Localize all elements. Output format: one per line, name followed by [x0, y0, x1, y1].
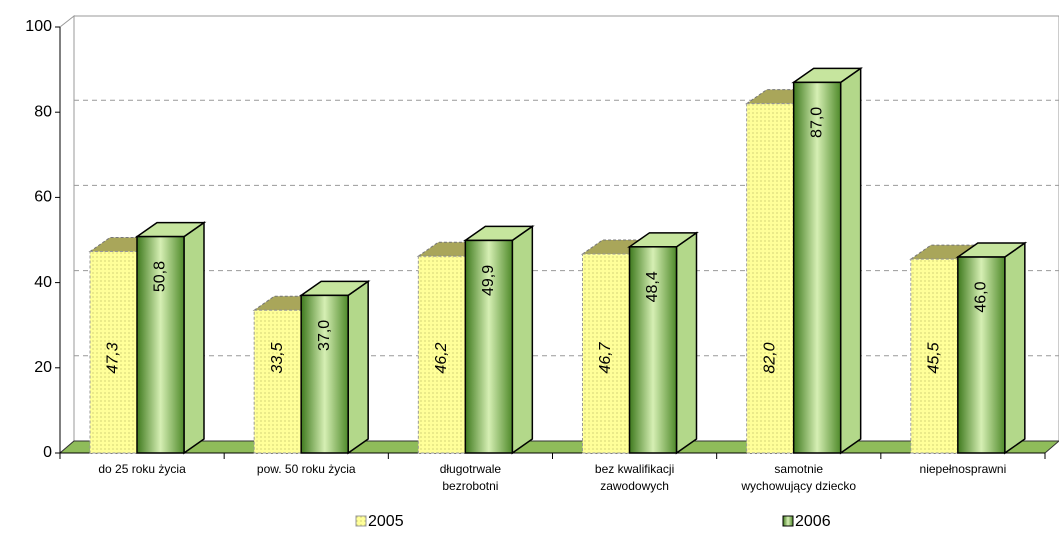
- data-label: 48,4: [644, 271, 661, 302]
- y-tick-label: 80: [34, 103, 52, 120]
- data-label: 37,0: [316, 320, 333, 351]
- data-label: 82,0: [761, 342, 778, 373]
- legend-swatch: [355, 515, 367, 527]
- bar: [253, 309, 302, 454]
- y-tick-label: 0: [43, 444, 52, 461]
- y-tick-label: 20: [34, 359, 52, 376]
- data-label: 45,5: [926, 342, 943, 373]
- data-label: 49,9: [480, 265, 497, 296]
- bar: [957, 256, 1006, 454]
- data-label: 33,5: [269, 342, 286, 373]
- x-tick-label: bez kwalifikacji zawodowych: [594, 462, 675, 493]
- x-tick-label: długotrwale bezrobotni: [439, 462, 502, 493]
- y-tick-label: 100: [25, 18, 52, 35]
- data-label: 46,2: [433, 342, 450, 373]
- x-tick-label: samotnie wychowujący dziecko: [741, 462, 857, 493]
- bar-side: [675, 231, 698, 455]
- bar: [628, 246, 678, 454]
- legend-label: 2006: [795, 513, 831, 530]
- bar: [910, 258, 959, 454]
- bar: [300, 294, 349, 454]
- bar: [136, 235, 185, 454]
- x-tick-label: do 25 roku życia: [98, 462, 186, 476]
- side-wall: [59, 14, 75, 455]
- data-label: 87,0: [808, 107, 825, 138]
- legend-swatch: [782, 515, 794, 527]
- y-tick-label: 60: [34, 189, 52, 206]
- bar-side: [839, 66, 862, 455]
- bar: [89, 251, 138, 454]
- bar-side: [183, 221, 205, 455]
- x-tick-label: niepełnosprawni: [919, 462, 1007, 476]
- data-label: 50,8: [152, 261, 169, 292]
- bar: [792, 81, 842, 454]
- bar: [464, 239, 514, 454]
- floor: [58, 440, 1059, 454]
- bar-side: [1004, 241, 1026, 455]
- y-tick-label: 40: [34, 274, 52, 291]
- legend-label: 2005: [368, 513, 404, 530]
- data-label: 46,7: [597, 341, 614, 373]
- x-tick-label: pow. 50 roku życia: [256, 462, 356, 476]
- bar-side: [347, 279, 369, 455]
- data-label: 47,3: [105, 342, 122, 373]
- bar: [746, 103, 795, 454]
- bar: [582, 253, 630, 454]
- bar-side: [511, 224, 534, 455]
- data-label: 46,0: [973, 281, 990, 312]
